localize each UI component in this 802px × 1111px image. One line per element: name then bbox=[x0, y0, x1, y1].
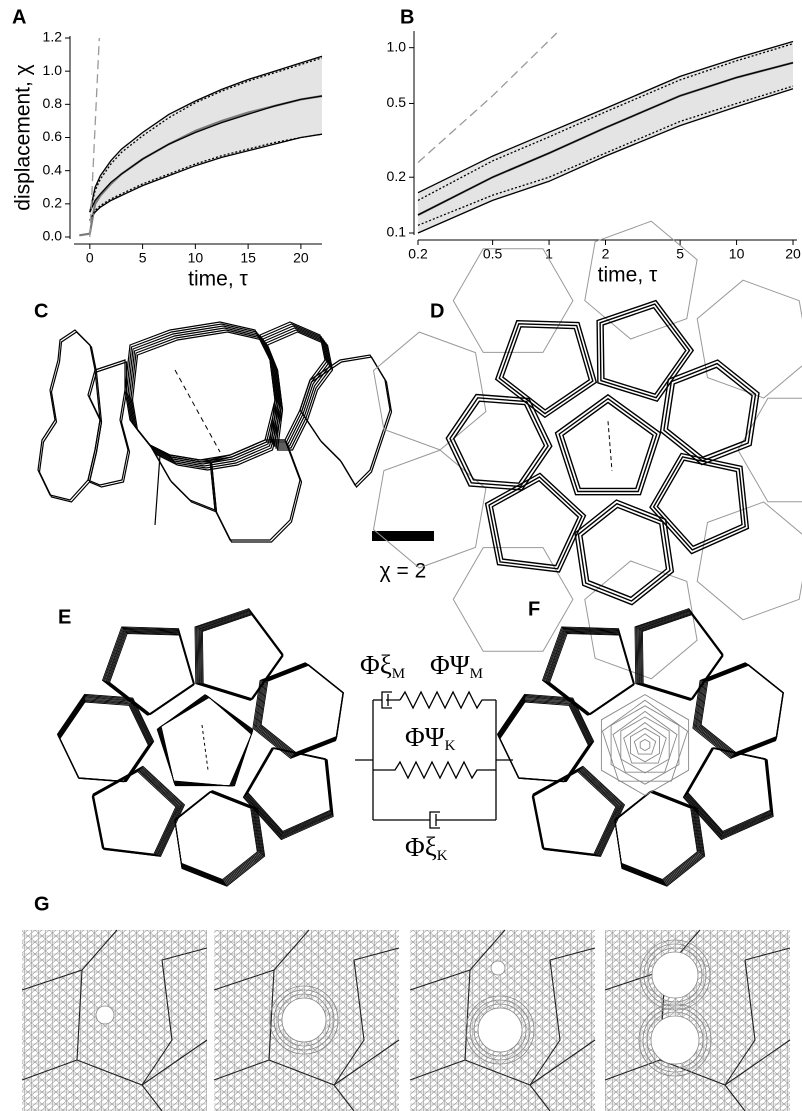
panel-letter: A bbox=[12, 6, 26, 28]
cell-network bbox=[57, 609, 343, 887]
y-axis-title: displacement, χ bbox=[12, 64, 35, 210]
outline bbox=[548, 632, 634, 715]
outline bbox=[575, 500, 673, 605]
outline bbox=[631, 728, 660, 762]
element-label: ΦΨK bbox=[405, 722, 456, 754]
band bbox=[418, 41, 793, 233]
y-tick-label: 1.2 bbox=[43, 29, 63, 45]
outline bbox=[549, 633, 634, 715]
panel-letter: E bbox=[58, 606, 71, 628]
x-tick-label: 15 bbox=[240, 250, 256, 266]
y-tick-label: 0.6 bbox=[43, 128, 63, 144]
outline bbox=[642, 615, 722, 699]
y-tick-label: 0.8 bbox=[43, 95, 63, 111]
subscript: K bbox=[437, 848, 448, 864]
outline bbox=[128, 326, 278, 464]
cell-network bbox=[374, 221, 802, 679]
panel-letter: G bbox=[34, 893, 50, 915]
symbol: ΦΨ bbox=[430, 650, 470, 680]
dashed-link bbox=[608, 421, 612, 470]
outline bbox=[158, 695, 253, 786]
outline bbox=[738, 398, 802, 502]
outline bbox=[556, 395, 661, 495]
mesh-panels bbox=[22, 930, 790, 1111]
outline bbox=[127, 324, 277, 462]
element-label: ΦξK bbox=[405, 832, 448, 864]
panel-letter: C bbox=[34, 300, 48, 322]
x-tick-label: 20 bbox=[293, 250, 309, 266]
outline bbox=[453, 249, 573, 353]
outline bbox=[110, 634, 194, 715]
subscript: M bbox=[470, 666, 483, 682]
outline bbox=[563, 403, 653, 489]
outline bbox=[559, 399, 657, 492]
mesh-image bbox=[605, 930, 790, 1111]
y-tick-label: 0.4 bbox=[43, 161, 63, 177]
panel-letter: B bbox=[400, 6, 414, 28]
outline bbox=[374, 332, 486, 450]
panel-letter: D bbox=[430, 300, 444, 322]
outline bbox=[109, 633, 194, 715]
outline bbox=[93, 768, 182, 856]
hole bbox=[478, 1008, 522, 1052]
cell-network bbox=[497, 609, 783, 887]
mesh-image bbox=[22, 930, 207, 1111]
symbol: Φξ bbox=[360, 650, 392, 680]
x-axis-title: time, τ bbox=[188, 268, 248, 291]
y-tick-label: 1.0 bbox=[43, 62, 63, 78]
y-tick-label: 0.2 bbox=[43, 195, 63, 211]
outline bbox=[550, 634, 634, 715]
hole bbox=[651, 1016, 699, 1064]
dashed-link bbox=[202, 725, 208, 770]
outline bbox=[578, 504, 670, 601]
y-tick-label: 0.5 bbox=[387, 94, 407, 110]
x-tick-label: 0.5 bbox=[483, 246, 503, 262]
dashed-link bbox=[175, 370, 220, 452]
outline bbox=[107, 631, 194, 715]
symbol: ΦΨ bbox=[405, 722, 445, 752]
cell-outlines bbox=[38, 322, 392, 542]
y-tick-label: 0.2 bbox=[387, 168, 407, 184]
subscript: K bbox=[445, 738, 456, 754]
x-tick-label: 5 bbox=[139, 250, 147, 266]
outline bbox=[640, 739, 650, 750]
outline bbox=[130, 328, 280, 466]
y-tick-label: 0.1 bbox=[387, 224, 407, 240]
hole bbox=[282, 998, 326, 1042]
symbol: Φξ bbox=[405, 832, 437, 862]
x-axis-title: time, τ bbox=[598, 264, 658, 287]
x-tick-label: 0 bbox=[86, 250, 94, 266]
outline bbox=[597, 301, 693, 402]
outline bbox=[202, 615, 282, 699]
stem bbox=[155, 455, 160, 525]
mechanical-model bbox=[355, 692, 513, 828]
x-tick-label: 10 bbox=[188, 250, 204, 266]
outline bbox=[496, 321, 597, 418]
outline bbox=[108, 632, 194, 715]
outline bbox=[697, 280, 802, 398]
x-tick-label: 10 bbox=[729, 246, 745, 262]
hole bbox=[491, 961, 505, 975]
outline bbox=[125, 322, 275, 460]
hole bbox=[652, 952, 698, 998]
subscript: M bbox=[392, 666, 405, 682]
y-tick-label: 1.0 bbox=[387, 38, 407, 54]
scale-label: χ = 2 bbox=[380, 560, 427, 583]
panel-letter: F bbox=[528, 598, 540, 620]
outline bbox=[697, 502, 802, 620]
band bbox=[90, 56, 322, 220]
element-label: ΦΨM bbox=[430, 650, 483, 682]
outline bbox=[533, 768, 622, 856]
outline bbox=[374, 450, 486, 568]
x-tick-label: 0.2 bbox=[408, 246, 428, 262]
x-tick-label: 20 bbox=[785, 246, 801, 262]
outline bbox=[601, 695, 688, 796]
element-label: ΦξM bbox=[360, 650, 405, 682]
outline bbox=[547, 631, 634, 715]
outline bbox=[621, 717, 669, 773]
hole bbox=[96, 1006, 114, 1024]
x-tick-label: 2 bbox=[602, 246, 610, 262]
y-tick-label: 0.0 bbox=[43, 228, 63, 244]
figure: 0.0 0.2 0.4 0.6 0.8 1.0 1.2 0 5 10 15 20 Atime, τ dis… bbox=[0, 0, 802, 1111]
